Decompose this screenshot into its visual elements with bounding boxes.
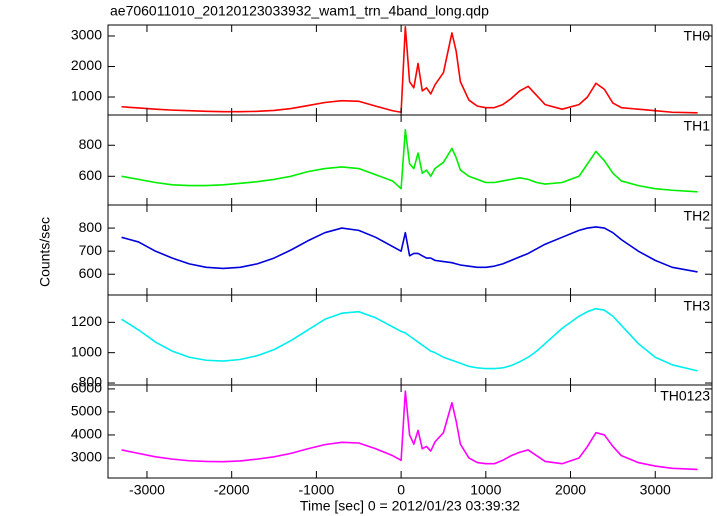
y-tick-label: 800 [79,136,103,152]
panel-frame [107,114,713,206]
x-tick-label: -2000 [214,482,250,498]
data-line [121,128,698,193]
panel-frame [107,384,713,479]
x-axis-label: Time [sec] 0 = 2012/01/23 03:39:32 [300,498,520,514]
y-tick-label: 800 [79,374,103,390]
panel-label: TH3 [684,298,711,314]
y-tick-label: 1000 [71,343,102,359]
panel-label: TH0123 [660,388,710,404]
panel-frame [107,204,713,296]
y-tick-label: 3000 [71,449,102,465]
x-tick-label: 0 [397,482,405,498]
y-tick-label: 800 [79,219,103,235]
x-tick-label: -1000 [298,482,334,498]
chart-title: ae706011010_20120123033932_wam1_trn_4ban… [110,3,489,19]
x-tick-label: 1000 [470,482,501,498]
panel-frame [107,294,713,386]
panel-label: TH2 [684,208,711,224]
y-tick-label: 700 [79,242,103,258]
data-line [121,26,698,114]
y-tick-label: 2000 [71,57,102,73]
y-tick-label: 1200 [71,313,102,329]
data-line [121,226,698,273]
panel-frame [107,24,713,116]
y-axis-label: Counts/sec [37,217,53,287]
x-tick-label: 2000 [555,482,586,498]
x-tick-label: -3000 [129,482,165,498]
data-line [121,307,698,372]
x-tick-label: 3000 [640,482,671,498]
y-tick-label: 6000 [71,380,102,396]
y-tick-label: 600 [79,265,103,281]
y-tick-label: 3000 [71,27,102,43]
panel-label: TH0 [684,28,711,44]
y-tick-label: 1000 [71,88,102,104]
panel-label: TH1 [684,118,711,134]
y-tick-label: 600 [79,167,103,183]
y-tick-label: 4000 [71,426,102,442]
y-tick-label: 5000 [71,403,102,419]
data-line [121,390,698,471]
